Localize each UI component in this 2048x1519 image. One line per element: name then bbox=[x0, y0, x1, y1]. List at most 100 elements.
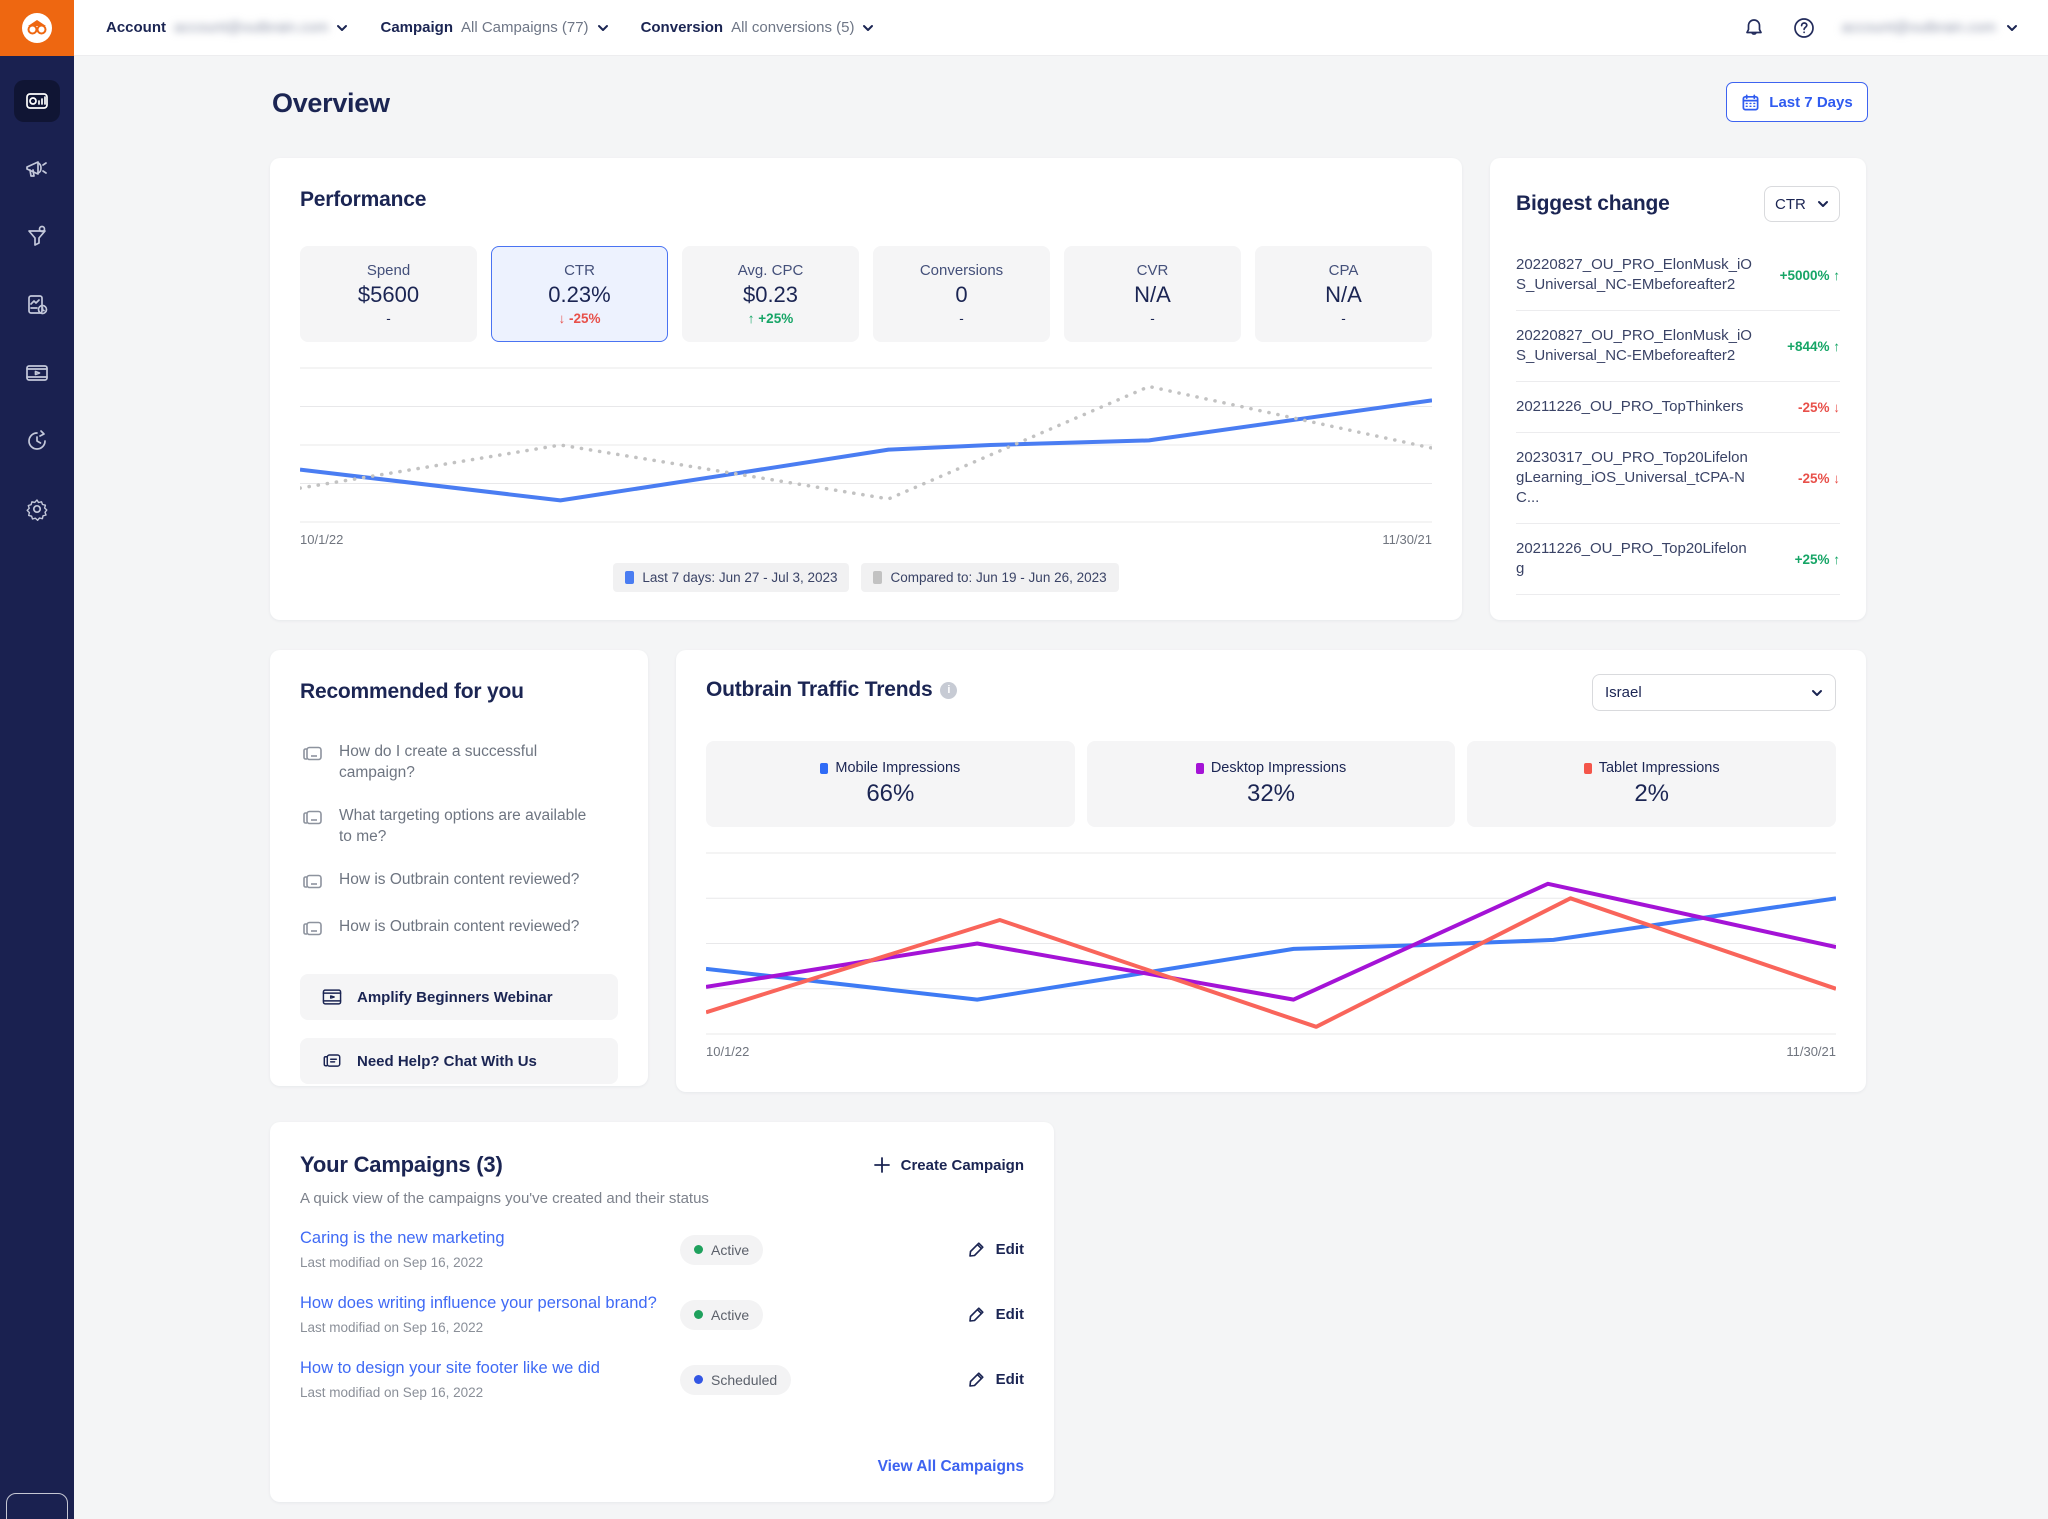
sidebar-item-creative-library[interactable] bbox=[14, 352, 60, 394]
performance-card: Performance Spend $5600 - CTR 0.23% ↓ -2… bbox=[270, 158, 1462, 620]
campaign-row: Caring is the new marketing Last modifia… bbox=[300, 1229, 1024, 1270]
biggest-change-row[interactable]: 20211226_OU_PRO_Top20Lifelong +25% ↑ bbox=[1516, 524, 1840, 595]
campaign-title-link[interactable]: How to design your site footer like we d… bbox=[300, 1359, 600, 1377]
sidebar-item-campaigns[interactable] bbox=[14, 148, 60, 190]
biggest-change-row[interactable]: 20230317_OU_PRO_Top20LifelongLearning_iO… bbox=[1516, 433, 1840, 524]
metric-tile[interactable]: CTR 0.23% ↓ -25% bbox=[491, 246, 668, 342]
campaign-name: 20230317_OU_PRO_Top20LifelongLearning_iO… bbox=[1516, 449, 1748, 506]
campaign-row: How does writing influence your personal… bbox=[300, 1294, 1024, 1335]
edit-button-label: Edit bbox=[995, 1241, 1024, 1258]
country-select[interactable]: Israel bbox=[1592, 674, 1836, 711]
report-document-icon bbox=[28, 295, 48, 315]
edit-button[interactable]: Edit bbox=[966, 1369, 1024, 1390]
traffic-tile-value: 32% bbox=[1246, 780, 1296, 807]
sidebar-item-conversions[interactable] bbox=[14, 216, 60, 258]
date-range-label: Last 7 Days bbox=[1769, 93, 1853, 111]
traffic-tile-label: Tablet Impressions bbox=[1583, 760, 1720, 776]
metric-delta: - bbox=[1341, 311, 1346, 326]
webinar-button[interactable]: Amplify Beginners Webinar bbox=[300, 974, 618, 1020]
campaigns-subtitle: A quick view of the campaigns you've cre… bbox=[300, 1190, 709, 1207]
metric-select[interactable]: CTR bbox=[1764, 186, 1840, 222]
metric-delta: ↑ +25% bbox=[747, 311, 794, 326]
performance-chart: 10/1/22 11/30/21 Last 7 days: Jun 27 - J… bbox=[300, 366, 1432, 592]
traffic-tile-label-text: Tablet Impressions bbox=[1598, 760, 1720, 776]
change-value: +25% ↑ bbox=[1794, 551, 1840, 567]
campaign-name: 20211226_OU_PRO_TopThinkers bbox=[1516, 398, 1744, 415]
chevron-down-icon bbox=[1812, 689, 1822, 696]
recommended-links: How do I create a successful campaign? W… bbox=[300, 730, 618, 952]
status-badge: Active bbox=[680, 1234, 764, 1265]
biggest-change-row[interactable]: 20220827_OU_PRO_ElonMusk_iOS_Universal_N… bbox=[1516, 240, 1840, 311]
metric-value: N/A bbox=[1134, 282, 1171, 307]
help-article-link[interactable]: How do I create a successful campaign? bbox=[300, 730, 618, 794]
bell-icon[interactable] bbox=[1742, 16, 1766, 40]
help-article-text: What targeting options are available to … bbox=[339, 807, 587, 845]
gear-icon bbox=[26, 499, 48, 521]
history-clock-icon bbox=[28, 430, 46, 450]
campaign-list: Caring is the new marketing Last modifia… bbox=[300, 1229, 1024, 1400]
traffic-trends-title: Outbrain Traffic Trends bbox=[706, 678, 933, 701]
pencil-icon bbox=[968, 1242, 984, 1257]
traffic-tile-value: 2% bbox=[1634, 780, 1670, 807]
campaign-name: 20220827_OU_PRO_ElonMusk_iOS_Universal_N… bbox=[1516, 256, 1752, 293]
biggest-change-card: Biggest change CTR 20220827_OU_PRO_ElonM… bbox=[1490, 158, 1866, 620]
traffic-tile-value: 66% bbox=[866, 780, 915, 807]
sidebar-collapse-button[interactable] bbox=[6, 1493, 68, 1519]
metric-tile[interactable]: CPA N/A - bbox=[1255, 246, 1432, 342]
pencil-icon bbox=[968, 1372, 984, 1387]
info-icon[interactable]: i bbox=[940, 681, 958, 699]
account-value: account@outbrain.com bbox=[174, 19, 329, 36]
user-menu[interactable]: account@outbrain.com bbox=[1842, 19, 2018, 36]
page-title: Overview bbox=[272, 88, 390, 118]
sidebar-item-overview[interactable] bbox=[14, 80, 60, 122]
sidebar-nav bbox=[0, 56, 74, 530]
campaign-name: 20220827_OU_PRO_ElonMusk_iOS_Universal_N… bbox=[1516, 327, 1752, 364]
outbrain-logo[interactable] bbox=[0, 0, 74, 56]
campaign-modified: Last modifiad on Sep 16, 2022 bbox=[300, 1320, 484, 1335]
chevron-down-icon bbox=[337, 24, 348, 31]
view-all-campaigns-link[interactable]: View All Campaigns bbox=[877, 1458, 1024, 1475]
help-article-link[interactable]: How is Outbrain content reviewed? bbox=[300, 858, 618, 905]
edit-button-label: Edit bbox=[995, 1371, 1024, 1388]
help-article-link[interactable]: How is Outbrain content reviewed? bbox=[300, 905, 618, 952]
traffic-line-chart bbox=[706, 852, 1836, 1035]
metric-tile[interactable]: Conversions 0 - bbox=[873, 246, 1050, 342]
account-dropdown[interactable]: Account account@outbrain.com bbox=[106, 19, 348, 36]
edit-button[interactable]: Edit bbox=[966, 1239, 1024, 1260]
metric-tiles: Spend $5600 - CTR 0.23% ↓ -25% Avg. CPC … bbox=[300, 246, 1432, 342]
status-badge: Scheduled bbox=[680, 1364, 792, 1395]
campaign-title-link[interactable]: Caring is the new marketing bbox=[300, 1229, 505, 1247]
status-badge: Active bbox=[680, 1299, 764, 1330]
date-range-button[interactable]: Last 7 Days bbox=[1726, 82, 1868, 122]
create-campaign-button[interactable]: Create Campaign bbox=[873, 1156, 1024, 1174]
article-pages-icon bbox=[303, 746, 322, 761]
campaign-dropdown[interactable]: Campaign All Campaigns (77) bbox=[380, 19, 608, 36]
chat-button[interactable]: Need Help? Chat With Us bbox=[300, 1038, 618, 1084]
campaign-title-link[interactable]: How does writing influence your personal… bbox=[300, 1294, 657, 1312]
campaigns-title: Your Campaigns (3) bbox=[300, 1152, 503, 1177]
help-article-link[interactable]: What targeting options are available to … bbox=[300, 794, 618, 858]
traffic-tile: Mobile Impressions 66% bbox=[706, 741, 1075, 827]
sidebar-item-settings[interactable] bbox=[14, 488, 60, 530]
metric-tile[interactable]: CVR N/A - bbox=[1064, 246, 1241, 342]
metric-tile[interactable]: Avg. CPC $0.23 ↑ +25% bbox=[682, 246, 859, 342]
status-label: Active bbox=[711, 1241, 750, 1258]
biggest-change-row[interactable]: 20211226_OU_PRO_TopThinkers -25% ↓ bbox=[1516, 382, 1840, 433]
help-icon[interactable] bbox=[1792, 16, 1816, 40]
outbrain-face-logo-icon bbox=[22, 13, 52, 43]
biggest-change-row[interactable]: 20220827_OU_PRO_ElonMusk_iOS_Universal_N… bbox=[1516, 311, 1840, 382]
legend-label: Compared to: Jun 19 - Jun 26, 2023 bbox=[890, 570, 1107, 585]
sidebar-item-reports[interactable] bbox=[14, 284, 60, 326]
edit-button[interactable]: Edit bbox=[966, 1304, 1024, 1325]
status-label: Scheduled bbox=[711, 1371, 778, 1388]
sidebar-item-history[interactable] bbox=[14, 420, 60, 462]
series-color-dot bbox=[1583, 762, 1592, 774]
funnel-icon bbox=[28, 225, 46, 246]
x-label-right: 11/30/21 bbox=[1786, 1044, 1836, 1059]
status-dot bbox=[694, 1375, 703, 1384]
conversion-dropdown[interactable]: Conversion All conversions (5) bbox=[641, 19, 875, 36]
help-article-text: How is Outbrain content reviewed? bbox=[339, 918, 580, 935]
topbar: Account account@outbrain.com Campaign Al… bbox=[74, 0, 2048, 56]
metric-tile[interactable]: Spend $5600 - bbox=[300, 246, 477, 342]
